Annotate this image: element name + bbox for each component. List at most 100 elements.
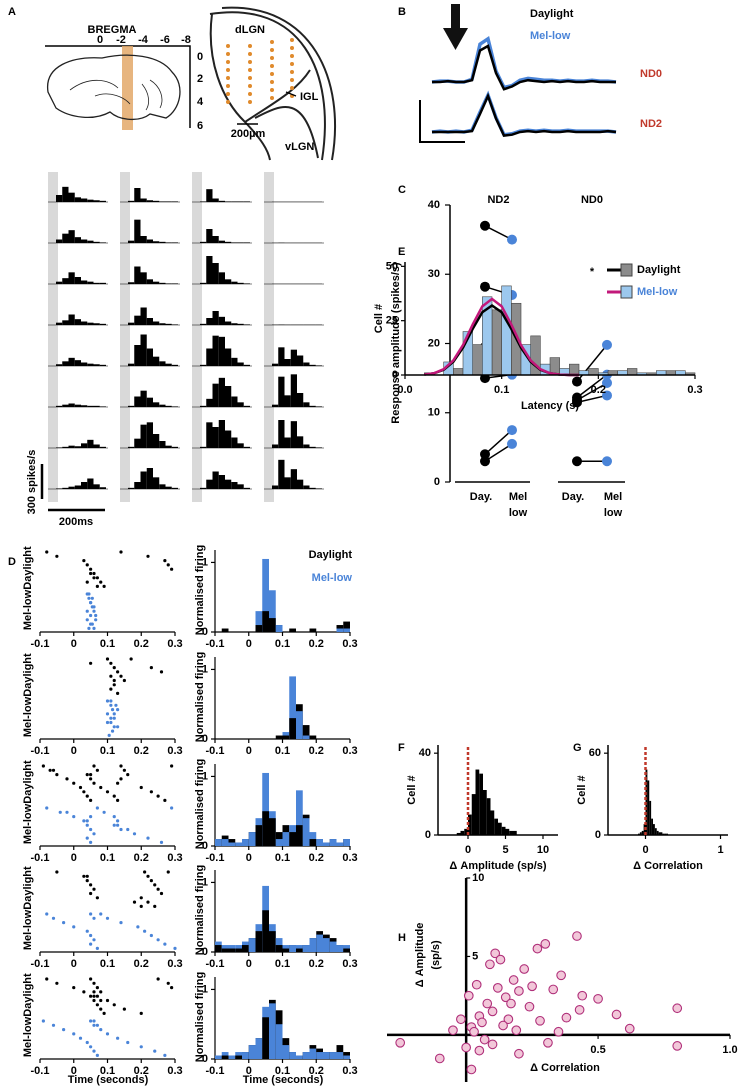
psth-bar (56, 447, 63, 448)
psth-bar (269, 590, 276, 632)
psth-bar (68, 314, 75, 325)
psth-bar (284, 437, 291, 448)
y-tick-label: 0 (202, 946, 208, 958)
psth-bar (81, 362, 88, 366)
psth-bar (302, 725, 310, 739)
scatter-point (487, 1006, 498, 1017)
psth-bar (206, 189, 213, 202)
spike (82, 559, 86, 563)
psth-bar (231, 281, 238, 284)
psth-bar (336, 1052, 344, 1059)
psth-bar (243, 364, 250, 366)
hist-bar (475, 769, 480, 835)
spike (89, 773, 93, 777)
x-tick-label: -0.1 (206, 745, 225, 757)
psth-bar (99, 282, 106, 284)
psth-bar (159, 241, 166, 243)
x-tick-label: 5 (502, 844, 508, 856)
spike (89, 777, 93, 781)
psth-bar (231, 437, 238, 448)
psth-bar (282, 1045, 290, 1059)
x-tick-label: 10 (537, 844, 549, 856)
spike (112, 794, 116, 798)
psth-bar (221, 948, 229, 952)
x-tick-label: 0.3 (342, 745, 357, 757)
x-tick-label: 0.2 (309, 1065, 324, 1077)
y-tick-label: 1 (202, 556, 208, 568)
psth-bar (140, 424, 147, 448)
psth-bar (302, 735, 310, 739)
spike (112, 712, 116, 716)
psth-bar (309, 1048, 317, 1059)
spike (153, 883, 157, 887)
psth-bar (165, 445, 172, 448)
pair-dot (480, 449, 490, 460)
psth-bar (153, 402, 160, 407)
x-tick-label: -0.1 (206, 638, 225, 650)
y-tick-label: 0 (202, 626, 208, 638)
scatter-point (624, 1023, 635, 1034)
spike (94, 618, 98, 622)
pair-dot (602, 339, 612, 350)
y-tick-label: 20 (428, 337, 440, 349)
x-tick-label: -0.1 (31, 638, 50, 650)
brain-outline (47, 54, 181, 121)
psth-bar (165, 405, 172, 407)
hist-bar (660, 832, 663, 835)
x-tick-label: -0.1 (31, 958, 50, 970)
psth-bar (93, 241, 100, 243)
spike (55, 981, 59, 985)
spike (41, 1019, 45, 1023)
psth-bar (200, 201, 207, 202)
spike (85, 563, 89, 567)
psth-bar (140, 390, 147, 407)
spike (89, 661, 93, 665)
depth-tick-label: 6 (197, 120, 203, 132)
scatter-point (527, 981, 537, 992)
psth-bar (262, 811, 269, 846)
psth-bar (134, 219, 141, 243)
psth-bar (248, 832, 256, 846)
psth-bar (225, 321, 232, 325)
psth-bar (56, 364, 63, 366)
psth-bar (87, 322, 94, 325)
spike (139, 904, 143, 909)
psth-bar (237, 323, 244, 325)
psth-bar (74, 485, 81, 489)
trace-label: ND0 (640, 68, 662, 80)
psth-bar (262, 558, 269, 632)
trace-line (432, 44, 616, 91)
ap-tick-label: -6 (160, 34, 170, 46)
psth-bar (146, 422, 153, 448)
scatter-point (524, 1001, 535, 1012)
psth-bar (99, 200, 106, 202)
scatter-point (548, 984, 559, 995)
spike (99, 1007, 103, 1011)
psth-bar (225, 479, 232, 489)
spike (95, 1053, 99, 1057)
spike (89, 815, 93, 819)
x-axis-label: Latency (s) (521, 400, 579, 412)
hist-bar (651, 818, 653, 835)
psth-bar (275, 839, 283, 846)
spike (58, 810, 62, 814)
psth-bar (231, 242, 238, 243)
raster-y-label: Daylight (22, 866, 34, 910)
spike (92, 916, 96, 920)
x-tick-label: 0.3 (342, 638, 357, 650)
x-tick-label: 0 (71, 638, 77, 650)
x-tick-label: 0.1 (275, 638, 290, 650)
y-tick-label: 1 (202, 876, 208, 888)
spike (146, 554, 150, 558)
scatter-point (556, 970, 566, 981)
hist-bar (588, 368, 599, 376)
legend-entry: Mel-low (530, 30, 571, 42)
psth-bar (62, 186, 69, 202)
psth-bar (275, 945, 283, 952)
raster-y-label: Mel-low (22, 1016, 34, 1057)
scatter-point (477, 1017, 487, 1028)
psth-bar (303, 402, 310, 407)
psth-bar (282, 832, 290, 846)
spike (170, 567, 174, 571)
